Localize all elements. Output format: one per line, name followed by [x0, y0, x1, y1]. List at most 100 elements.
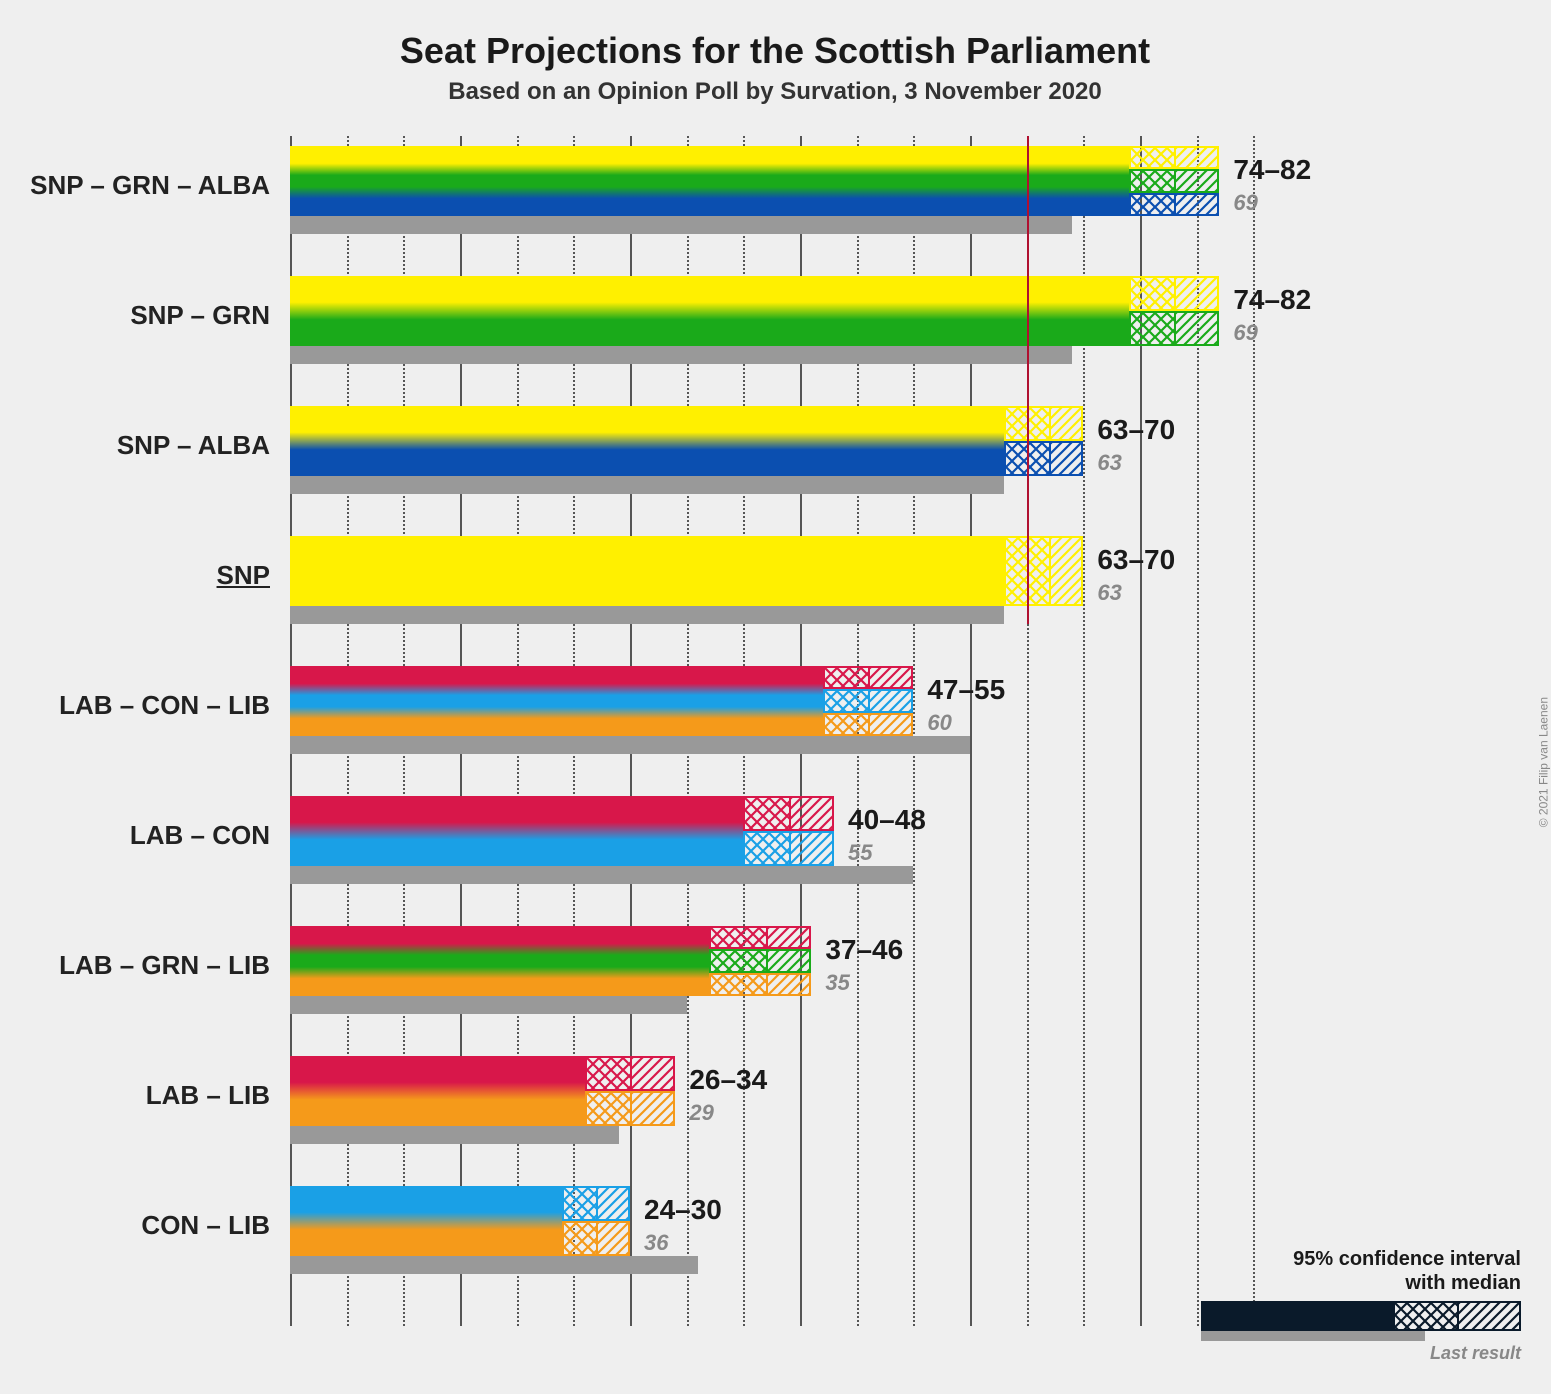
ci-crosshatch [743, 796, 788, 831]
ci-diaghatch [1049, 406, 1083, 441]
ci-diaghatch [1174, 311, 1219, 346]
row-label: LAB – CON [30, 821, 270, 850]
legend-ci-bar [1393, 1301, 1521, 1331]
ci-diaghatch [789, 831, 834, 866]
range-label: 63–70 [1097, 414, 1175, 446]
ci-crosshatch [1129, 276, 1174, 311]
prev-result-bar [290, 736, 970, 754]
prev-result-bar [290, 866, 913, 884]
confidence-interval [562, 1186, 630, 1256]
majority-threshold-line [1027, 136, 1029, 624]
legend-prev-label: Last result [1201, 1343, 1521, 1364]
ci-diaghatch [1174, 146, 1219, 169]
confidence-interval [1004, 536, 1083, 606]
prev-label: 69 [1233, 320, 1257, 346]
chart-row: SNP – GRN74–8269 [290, 276, 1310, 394]
ci-crosshatch [1129, 146, 1174, 169]
projection-bar [290, 536, 1004, 606]
confidence-interval [1004, 406, 1083, 476]
ci-diaghatch [1174, 169, 1219, 192]
ci-crosshatch [743, 831, 788, 866]
confidence-interval [1129, 146, 1220, 216]
prev-result-bar [290, 476, 1004, 494]
ci-diaghatch [1049, 441, 1083, 476]
confidence-interval [709, 926, 811, 996]
prev-label: 60 [927, 710, 951, 736]
range-label: 40–48 [848, 804, 926, 836]
range-label: 24–30 [644, 1194, 722, 1226]
ci-diaghatch [868, 689, 913, 712]
row-label: LAB – LIB [30, 1081, 270, 1110]
prev-label: 29 [689, 1100, 713, 1126]
ci-diaghatch [596, 1221, 630, 1256]
row-label: LAB – GRN – LIB [30, 951, 270, 980]
prev-result-bar [290, 346, 1072, 364]
ci-crosshatch [585, 1091, 630, 1126]
ci-diaghatch [766, 949, 811, 972]
chart-row: LAB – CON – LIB47–5560 [290, 666, 1310, 784]
chart-title: Seat Projections for the Scottish Parlia… [30, 30, 1520, 72]
legend: 95% confidence interval with median Last… [1201, 1247, 1521, 1364]
projection-bar [290, 1056, 585, 1126]
row-label: SNP [30, 561, 270, 590]
ci-crosshatch [1129, 193, 1174, 216]
prev-label: 36 [644, 1230, 668, 1256]
range-label: 26–34 [689, 1064, 767, 1096]
prev-result-bar [290, 1256, 698, 1274]
projection-bar [290, 926, 709, 996]
prev-label: 63 [1097, 580, 1121, 606]
legend-title-line2: with median [1405, 1272, 1521, 1294]
projection-bar [290, 276, 1129, 346]
projection-bar [290, 1186, 562, 1256]
row-label: SNP – ALBA [30, 431, 270, 460]
chart-subtitle: Based on an Opinion Poll by Survation, 3… [30, 78, 1520, 106]
ci-diaghatch [868, 666, 913, 689]
prev-label: 35 [825, 970, 849, 996]
range-label: 37–46 [825, 934, 903, 966]
chart-row: LAB – CON40–4855 [290, 796, 1310, 914]
ci-diaghatch [630, 1056, 675, 1091]
prev-label: 63 [1097, 450, 1121, 476]
legend-bar [1201, 1301, 1521, 1335]
legend-title-line1: 95% confidence interval [1293, 1248, 1521, 1270]
ci-diaghatch [789, 796, 834, 831]
confidence-interval [1129, 276, 1220, 346]
ci-diaghatch [1174, 193, 1219, 216]
chart-row: CON – LIB24–3036 [290, 1186, 1310, 1304]
ci-crosshatch [823, 666, 868, 689]
projection-bar [290, 146, 1129, 216]
ci-diaghatch [630, 1091, 675, 1126]
projection-bar [290, 796, 743, 866]
ci-diaghatch [1049, 536, 1083, 606]
confidence-interval [823, 666, 914, 736]
range-label: 47–55 [927, 674, 1005, 706]
prev-result-bar [290, 216, 1072, 234]
prev-result-bar [290, 606, 1004, 624]
ci-crosshatch [585, 1056, 630, 1091]
chart-row: SNP – GRN – ALBA74–8269 [290, 146, 1310, 264]
plot-area: SNP – GRN – ALBA74–8269SNP – GRN74–8269S… [290, 136, 1310, 1326]
ci-crosshatch [709, 926, 766, 949]
chart-row: SNP – ALBA63–7063 [290, 406, 1310, 524]
ci-crosshatch [823, 689, 868, 712]
confidence-interval [743, 796, 834, 866]
ci-diaghatch [1174, 276, 1219, 311]
legend-solid-bar [1201, 1301, 1393, 1331]
range-label: 63–70 [1097, 544, 1175, 576]
legend-prev-bar [1201, 1331, 1425, 1341]
ci-crosshatch [823, 713, 868, 736]
range-label: 74–82 [1233, 154, 1311, 186]
ci-crosshatch [709, 973, 766, 996]
row-label: LAB – CON – LIB [30, 691, 270, 720]
legend-title: 95% confidence interval with median [1201, 1247, 1521, 1295]
ci-crosshatch [562, 1186, 596, 1221]
projection-bar [290, 666, 823, 736]
chart-row: SNP63–7063 [290, 536, 1310, 654]
ci-crosshatch [562, 1221, 596, 1256]
confidence-interval [585, 1056, 676, 1126]
ci-crosshatch [1129, 169, 1174, 192]
row-label: CON – LIB [30, 1211, 270, 1240]
ci-diaghatch [596, 1186, 630, 1221]
ci-crosshatch [709, 949, 766, 972]
ci-diaghatch [766, 926, 811, 949]
